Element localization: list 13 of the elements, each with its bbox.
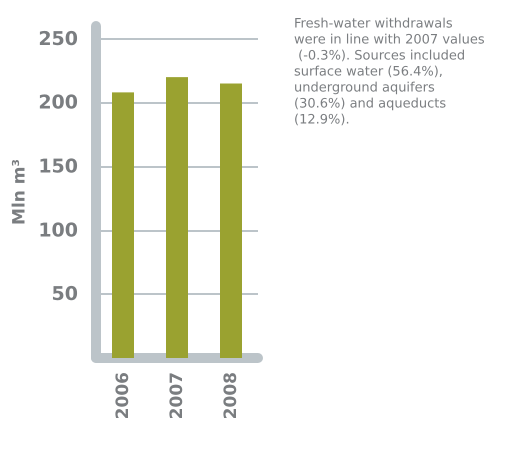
bar — [166, 77, 188, 358]
x-tick-label: 2007 — [167, 372, 187, 420]
y-tick-label: 50 — [52, 283, 78, 306]
bar — [220, 83, 242, 358]
x-tick-label: 2008 — [221, 372, 241, 420]
text: Fresh-water withdrawals were in line with 2007 values (-0.3%). Sources included surface water (56.4%), underground aquifers (30.6%) and aqueducts (12.9%). — [294, 16, 485, 128]
y-tick-label: 250 — [38, 28, 78, 50]
x-tick-label: 2006 — [113, 372, 133, 420]
y-tick-label: 150 — [38, 155, 78, 178]
y-tick-label: 200 — [38, 92, 78, 114]
y-axis-title: Mln m³ — [10, 159, 30, 225]
bar — [112, 92, 134, 358]
y-tick-label: 100 — [38, 219, 78, 242]
